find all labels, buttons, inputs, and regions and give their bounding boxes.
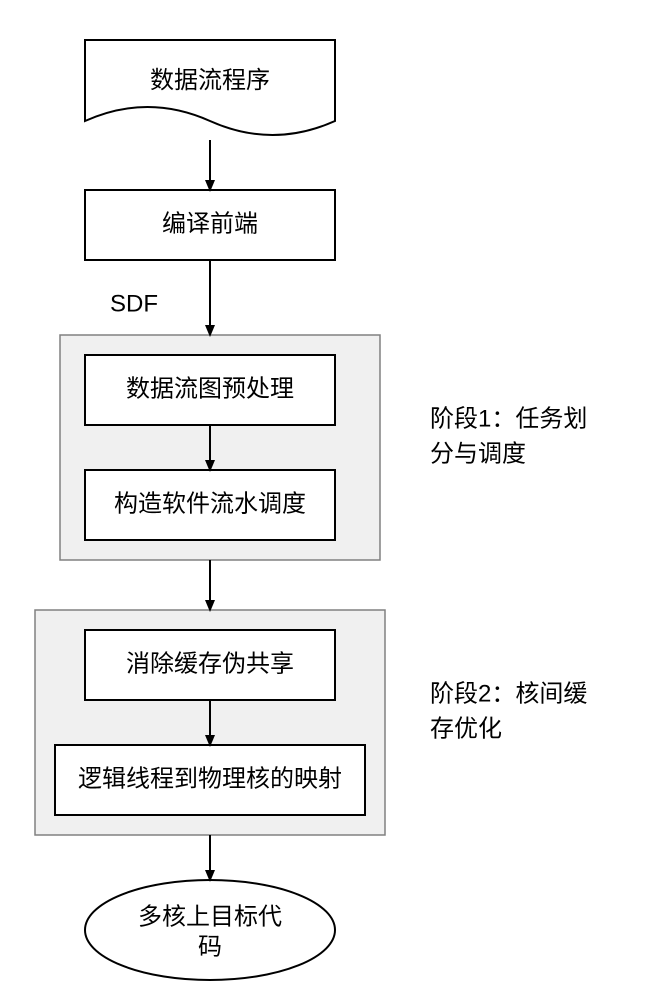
node-pre-label: 数据流图预处理 — [126, 375, 294, 402]
node-end-label-1: 多核上目标代 — [138, 903, 282, 930]
side-label-stage1-1: 阶段1：任务划 — [430, 405, 587, 432]
node-elim-label: 消除缓存伪共享 — [126, 650, 294, 677]
node-compile-label: 编译前端 — [162, 210, 258, 237]
side-label-stage2-2: 存优化 — [430, 715, 502, 742]
side-label-stage1-2: 分与调度 — [430, 440, 526, 467]
edge-label-compile-stage1: SDF — [110, 290, 158, 317]
node-sched-label: 构造软件流水调度 — [114, 490, 306, 517]
node-end-label-2: 码 — [198, 933, 222, 960]
side-label-stage2-1: 阶段2：核间缓 — [430, 680, 587, 707]
node-map-label: 逻辑线程到物理核的映射 — [78, 765, 342, 792]
node-start-label: 数据流程序 — [150, 67, 270, 94]
flowchart-diagram: 数据流程序编译前端数据流图预处理构造软件流水调度消除缓存伪共享逻辑线程到物理核的… — [0, 0, 670, 1000]
